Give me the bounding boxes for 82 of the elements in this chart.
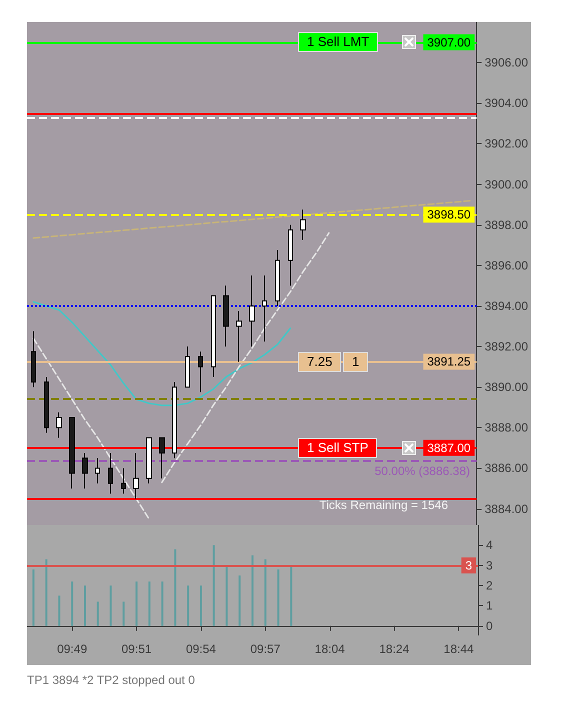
x-tick-label: 09:54: [186, 642, 216, 656]
bar: [58, 596, 60, 626]
text: TP1 3894 *2 TP2 stopped out 0: [27, 672, 195, 688]
bar: [96, 602, 99, 626]
y-tick-label: 0: [486, 618, 493, 633]
candlestick: [172, 382, 177, 459]
candlestick: [108, 452, 113, 494]
bar: [136, 582, 138, 626]
annotation: 1 Sell LMT: [298, 32, 378, 52]
x-tick-label: 09:49: [57, 642, 88, 656]
annotation: Ticks Remaining = 1546: [319, 497, 448, 513]
y-tick-label: 3904.00: [484, 96, 528, 110]
candlestick: [56, 412, 62, 438]
candlestick: [262, 275, 267, 342]
bar: [174, 549, 176, 626]
bar: [161, 582, 164, 626]
candlestick: [275, 250, 280, 306]
annotation: 7.25: [298, 352, 342, 372]
bar: [200, 586, 202, 626]
ref-line-label: 3: [465, 558, 472, 572]
candlestick: [288, 224, 293, 286]
candlestick: [159, 437, 165, 479]
line-series: [32, 338, 150, 520]
x-tick-label: 18:44: [444, 642, 474, 656]
y-tick-label: 3894.00: [484, 298, 528, 313]
line-series: [32, 301, 292, 406]
bar: [71, 582, 74, 626]
candlestick: [211, 295, 216, 378]
candlestick: [223, 285, 229, 348]
ref-line-label: 3898.50: [427, 208, 471, 222]
y-tick-label: 3888.00: [484, 420, 528, 435]
bar: [238, 575, 241, 626]
y-tick-label: 3902.00: [484, 136, 528, 151]
candlestick: [198, 351, 203, 393]
y-tick-label: 2: [486, 578, 493, 593]
y-tick-label: 3: [486, 558, 493, 572]
bar: [110, 586, 112, 626]
y-tick-label: 3890.00: [484, 380, 528, 394]
y-tick-label: 3892.00: [484, 340, 528, 354]
candlestick: [31, 330, 36, 388]
ref-line-label: 3891.25: [427, 354, 471, 369]
ref-line-label: 3887.00: [427, 440, 471, 455]
y-tick-label: 1: [486, 598, 493, 613]
annotation: 1 Sell STP: [298, 438, 378, 458]
y-tick-label: 3900.00: [484, 177, 528, 192]
x-tick-label: 18:24: [379, 642, 410, 656]
x-tick-label: 09:51: [122, 642, 152, 656]
candlestick: [44, 376, 49, 434]
ref-line-label: 3907.00: [427, 35, 471, 50]
bar: [45, 559, 48, 626]
bar: [264, 559, 266, 626]
y-tick-label: 3906.00: [484, 56, 528, 70]
bar: [252, 555, 254, 626]
bar: [32, 569, 34, 626]
y-tick-label: 4: [486, 538, 493, 552]
x-tick-label: 18:04: [314, 642, 346, 656]
annotation: 1: [343, 352, 368, 372]
bar: [187, 586, 190, 626]
candlestick: [133, 452, 139, 500]
candlestick: [121, 468, 126, 494]
bar: [277, 569, 280, 626]
bar: [226, 565, 228, 626]
bar: [212, 545, 215, 626]
candlestick: [300, 209, 306, 241]
bar: [84, 586, 86, 626]
y-tick-label: 3884.00: [484, 502, 528, 516]
candlestick: [185, 346, 190, 388]
bar: [290, 565, 292, 626]
x-tick-label: 09:57: [250, 642, 281, 656]
candlestick: [95, 458, 100, 484]
candlestick: [82, 452, 88, 489]
bar: [148, 582, 150, 626]
annotation: 50.00% (3886.38): [374, 462, 470, 478]
candlestick: [236, 310, 242, 362]
line-series: [32, 200, 471, 239]
y-tick-label: 3896.00: [484, 258, 528, 272]
y-tick-label: 3886.00: [484, 461, 528, 476]
candlestick: [146, 437, 152, 484]
candlestick: [249, 275, 255, 348]
bar: [122, 602, 125, 626]
y-tick-label: 3898.00: [484, 218, 528, 232]
candlestick: [69, 417, 75, 489]
